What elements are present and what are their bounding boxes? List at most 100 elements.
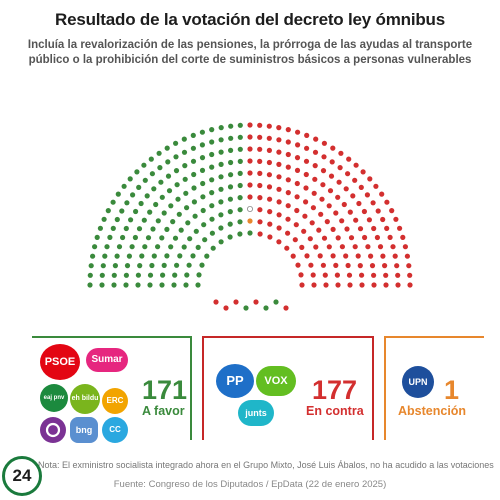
seat-contra [383, 272, 389, 278]
seat-contra [307, 236, 313, 242]
seat-contra [343, 253, 349, 259]
seat-favor [137, 263, 143, 269]
seat-favor [190, 132, 196, 138]
seat-contra [321, 235, 328, 241]
seat-contra [334, 272, 340, 278]
source-line: Fuente: Congreso de los Diputados / EpDa… [113, 479, 387, 490]
podemos-logo [40, 417, 66, 443]
seat-contra [330, 226, 336, 232]
seat-contra [299, 282, 305, 288]
seat-favor [151, 253, 157, 259]
seat-favor [123, 282, 129, 288]
seat-contra [303, 171, 309, 178]
seat-favor [161, 210, 167, 216]
seat-contra [368, 253, 374, 259]
seat-favor [136, 184, 142, 190]
seat-favor [138, 200, 144, 207]
seat-favor [135, 272, 141, 278]
seat-favor [173, 140, 179, 146]
seat-contra [298, 272, 304, 278]
seat-favor [210, 245, 216, 251]
seat-favor [187, 236, 193, 242]
seat-contra [380, 253, 386, 259]
seat-favor [218, 174, 224, 180]
seat-favor [228, 147, 234, 153]
seat-favor [174, 182, 180, 188]
seat-contra [293, 222, 299, 228]
seat-contra [301, 228, 307, 234]
seat-contra [330, 253, 336, 259]
seat-contra [387, 234, 393, 240]
abstencion-count: 1 [444, 375, 460, 405]
seat-contra [358, 184, 364, 190]
seat-favor [218, 199, 224, 205]
seat-contra [362, 234, 368, 241]
seat-favor [199, 262, 205, 268]
seat-contra [312, 176, 318, 182]
seat-favor [148, 156, 154, 162]
seat-contra [266, 184, 273, 190]
seat-contra [404, 253, 410, 259]
seat-contra [321, 154, 327, 160]
seat-contra [373, 183, 379, 189]
seat-contra [377, 244, 384, 250]
seat-favor [94, 234, 100, 240]
seat-contra [294, 194, 300, 200]
bench-seat [243, 305, 249, 311]
seat-favor [147, 209, 153, 215]
seat-favor [237, 207, 243, 213]
seat-favor [123, 225, 129, 232]
seat-contra [266, 123, 272, 129]
seat-contra [257, 170, 263, 176]
seat-contra [371, 282, 377, 288]
seat-contra [247, 182, 253, 188]
seat-favor [171, 282, 177, 288]
seat-contra [407, 272, 413, 278]
seat-contra [247, 134, 253, 140]
junts-logo: junts [238, 400, 274, 426]
seat-contra [257, 122, 263, 128]
seat-contra [294, 167, 301, 173]
seat-contra [335, 235, 341, 241]
seat-contra [257, 219, 263, 225]
seat-favor [204, 253, 210, 259]
seat-contra [346, 272, 353, 278]
seat-contra [346, 156, 352, 162]
seat-favor [120, 234, 126, 241]
seat-favor [114, 253, 120, 259]
seat-favor [150, 226, 156, 232]
seat-contra [323, 282, 329, 288]
seat-contra [285, 190, 291, 196]
seat-contra [335, 282, 341, 288]
seat-contra [285, 177, 291, 183]
seat-favor [164, 226, 170, 232]
seat-contra [355, 253, 361, 259]
seat-favor [227, 209, 233, 215]
seat-contra [304, 145, 310, 151]
seat-contra [247, 170, 253, 176]
seat-favor [168, 203, 174, 209]
seat-contra [257, 146, 263, 152]
seat-contra [347, 282, 353, 288]
contra-count: 177 [312, 375, 358, 405]
bench-seat [213, 299, 219, 305]
seat-favor [158, 179, 164, 185]
seat-favor [127, 176, 133, 182]
seat-contra [322, 272, 328, 278]
seat-contra [303, 199, 309, 205]
seat-contra [371, 225, 377, 232]
contra-label: En contra [306, 404, 364, 418]
seat-favor [209, 230, 215, 236]
seat-favor [237, 182, 243, 189]
seat-contra [339, 244, 345, 250]
bench-seat [223, 305, 229, 311]
seat-favor [218, 225, 224, 231]
seat-contra [285, 216, 291, 222]
seat-favor [124, 263, 131, 269]
seat-favor [164, 145, 170, 151]
seat-contra [320, 262, 326, 268]
seat-contra [276, 239, 282, 245]
seat-contra [285, 203, 291, 209]
seat-favor [186, 262, 192, 268]
seat-favor [192, 213, 198, 219]
